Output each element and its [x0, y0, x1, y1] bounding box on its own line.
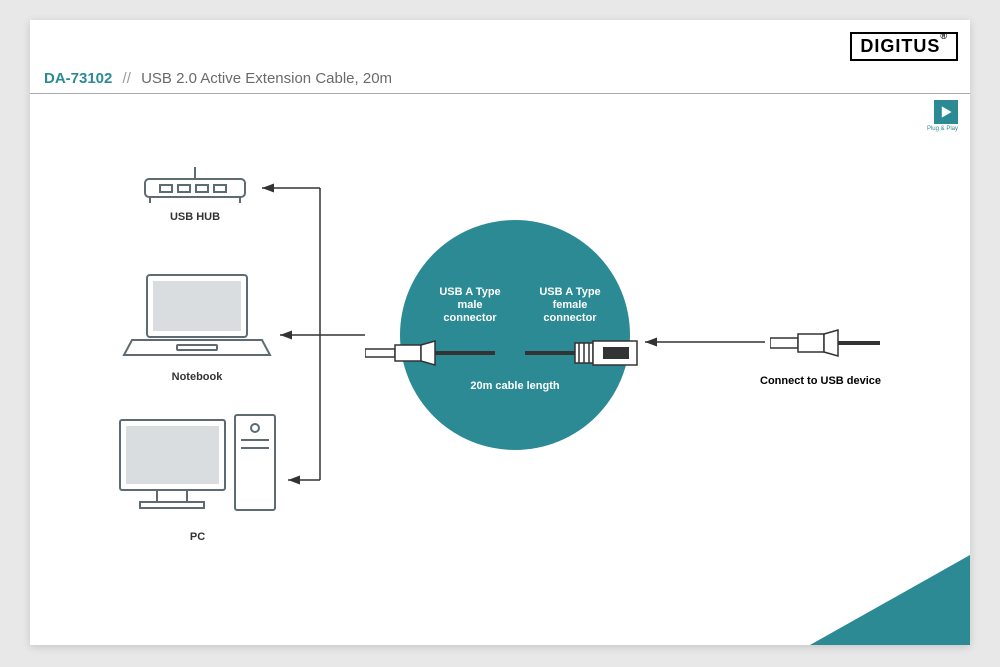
cable-length-label: 20m cable length: [400, 380, 630, 393]
product-diagram-page: DIGITUS® DA-73102 // USB 2.0 Active Exte…: [30, 20, 970, 645]
usb-device-plug: [770, 328, 880, 358]
corner-accent: [810, 555, 970, 645]
header-bar: DA-73102 // USB 2.0 Active Extension Cab…: [30, 66, 970, 94]
brand-logo: DIGITUS®: [850, 32, 958, 61]
male-connector-label: USB A Typemaleconnector: [430, 286, 510, 326]
usb-device-label: Connect to USB device: [760, 375, 881, 387]
product-title: USB 2.0 Active Extension Cable, 20m: [141, 70, 392, 87]
cable-connectors-icon: [365, 335, 665, 371]
connection-diagram: USB HUB Notebook: [30, 110, 970, 630]
cable-circle: USB A Typemaleconnector USB A Typefemale…: [400, 220, 630, 450]
sku-code: DA-73102: [44, 70, 112, 87]
registered-mark: ®: [940, 31, 948, 41]
separator: //: [123, 70, 131, 87]
brand-text: DIGITUS: [860, 36, 940, 56]
usb-plug-icon: [770, 328, 880, 358]
female-connector-label: USB A Typefemaleconnector: [530, 286, 610, 326]
